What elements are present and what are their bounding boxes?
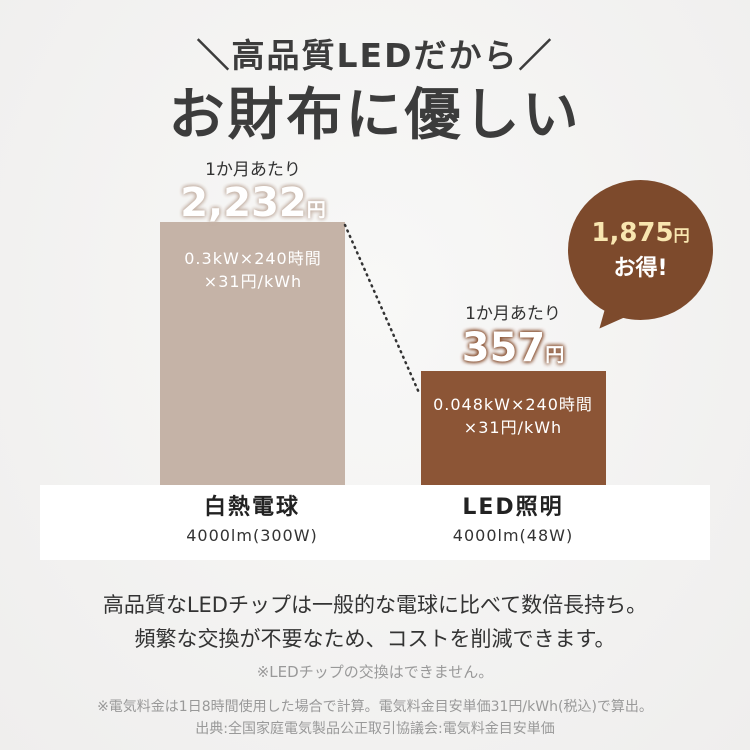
dotted-line: [343, 223, 422, 397]
calc-line: ×31円/kWh: [203, 272, 303, 291]
value: 2,232: [180, 180, 307, 226]
value: 357: [461, 325, 546, 371]
description-line: 頻繁な交換が不要なため、コストを削減できます。: [134, 627, 616, 651]
category-led: LED照明 4000lm(48W): [388, 494, 638, 546]
unit: 円: [673, 226, 690, 245]
period-label-2: 1か月あたり: [465, 304, 561, 324]
category-name: 白熱電球: [203, 495, 300, 520]
calc-line: ×31円/kWh: [463, 418, 563, 437]
calc-label-1: 0.3kW×240時間 ×31円/kWh: [153, 247, 353, 293]
note: ※LEDチップの交換はできません。: [256, 663, 494, 681]
label-band: [40, 485, 710, 560]
subtitle: ＼高品質LEDだから／: [196, 36, 554, 75]
period-label-1: 1か月あたり: [205, 160, 301, 180]
savings-label: お得!: [613, 256, 668, 281]
note: ※電気料金は1日8時間使用した場合で計算。電気料金目安単価31円/kWh(税込)…: [97, 699, 653, 715]
savings-bubble: 1,875円 お得!: [568, 180, 713, 320]
calc-label-2: 0.048kW×240時間 ×31円/kWh: [413, 393, 613, 439]
description: 高品質なLEDチップは一般的な電球に比べて数倍長持ち。 頻繁な交換が不要なため、コ…: [0, 588, 750, 656]
value-label-2: 357円: [403, 328, 623, 368]
page-title: お財布に優しい: [168, 83, 582, 148]
unit: 円: [306, 199, 326, 221]
calc-line: 0.048kW×240時間: [433, 395, 593, 414]
category-spec: 4000lm(300W): [186, 526, 318, 545]
savings-value: 1,875円: [568, 218, 713, 251]
category-incandescent: 白熱電球 4000lm(300W): [127, 494, 377, 546]
category-spec: 4000lm(48W): [452, 526, 574, 545]
footnotes: ※電気料金は1日8時間使用した場合で計算。電気料金目安単価31円/kWh(税込)…: [0, 696, 750, 740]
category-name: LED照明: [462, 495, 564, 520]
note: 出典:全国家庭電気製品公正取引協議会:電気料金目安単価: [195, 721, 555, 737]
unit: 円: [545, 344, 565, 366]
value: 1,875: [591, 218, 674, 248]
calc-line: 0.3kW×240時間: [184, 249, 322, 268]
bar-incandescent: [160, 222, 345, 522]
value-label-1: 2,232円: [143, 183, 363, 223]
description-line: 高品質なLEDチップは一般的な電球に比べて数倍長持ち。: [102, 593, 648, 617]
